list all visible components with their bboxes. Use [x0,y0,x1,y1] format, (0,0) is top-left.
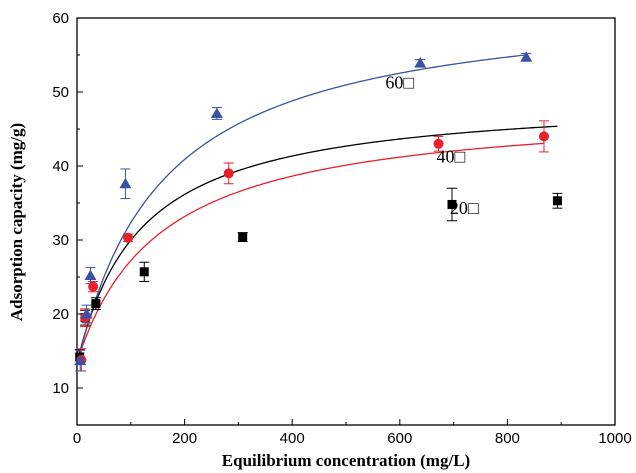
x-tick-label: 600 [387,430,412,447]
y-tick-label: 40 [52,158,69,175]
circle-marker [538,131,549,142]
data-markers [74,51,562,366]
circle-marker [433,138,444,149]
fit-curve [76,54,527,364]
triangle-marker [119,177,132,189]
circle-marker [223,168,234,179]
y-tick-label: 30 [52,232,69,249]
triangle-marker [520,51,533,62]
square-marker [447,199,457,209]
circle-marker [88,281,99,292]
series-labels: 20□ 40□ 60□ [385,72,479,218]
triangle-marker [74,354,87,366]
series-label: 60□ [385,72,414,92]
square-marker [91,299,101,309]
fit-curves [76,54,558,364]
circle-marker [123,232,134,243]
error-bars [74,53,563,372]
triangle-marker [414,57,427,68]
triangle-marker [80,308,93,319]
x-axis-label: Equilibrium concentration (mg/L) [222,451,470,470]
y-axis-label: Adsorption capacity (mg/g) [7,123,26,321]
series-label: 40□ [436,146,465,166]
x-tick-label: 800 [495,430,520,447]
x-tick-label: 200 [172,430,197,447]
x-tick-label: 1000 [598,430,631,447]
series-label: 20□ [450,198,479,218]
square-marker [238,232,248,242]
square-marker [552,196,562,206]
fit-curve [76,142,545,361]
fit-curve [76,125,558,362]
x-tick-label: 400 [280,430,305,447]
triangle-marker [84,269,97,281]
plot-frame [76,17,616,426]
y-tick-label: 50 [52,84,69,101]
x-tick-label: 0 [73,430,81,447]
y-tick-label: 60 [52,10,69,27]
y-tick-label: 10 [52,380,69,397]
y-tick-label: 20 [52,306,69,323]
square-marker [139,267,149,277]
triangle-marker [210,107,223,118]
axis-ticks: 0 200 400 600 800 1000 10 20 30 40 50 60 [52,10,631,447]
